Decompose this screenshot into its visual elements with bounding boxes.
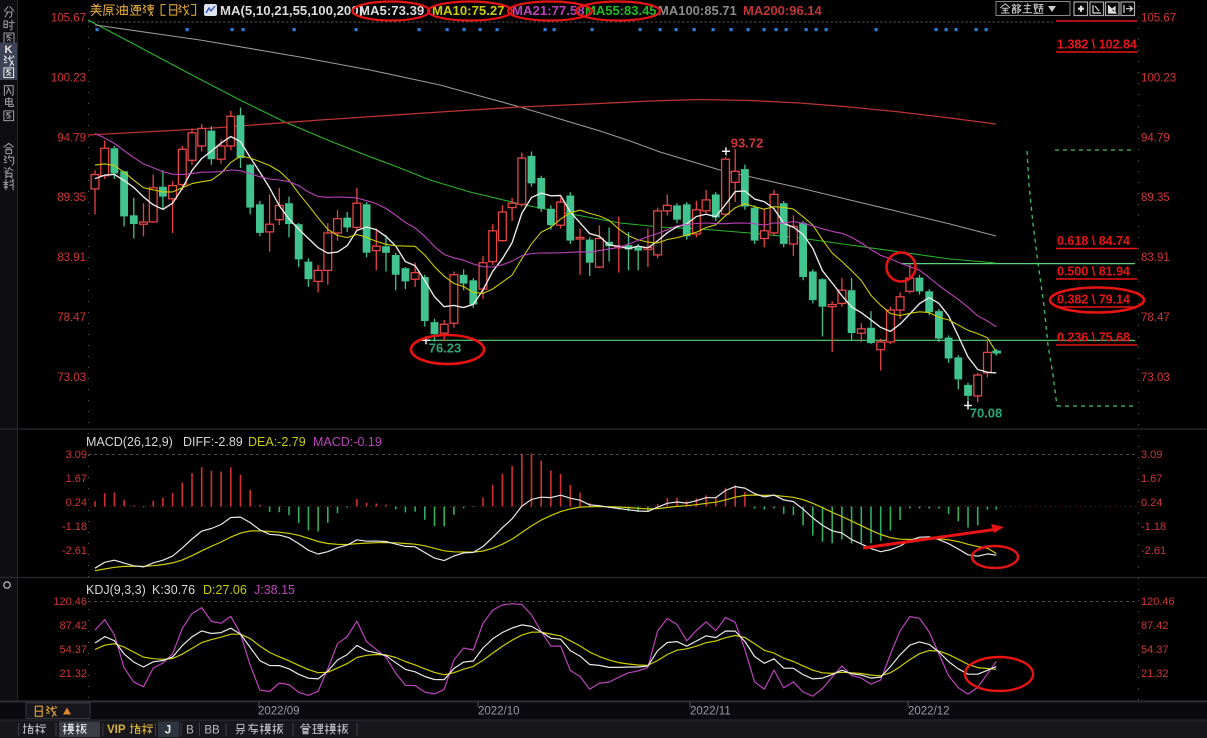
svg-text:K: K [5, 44, 13, 56]
svg-text:MA21:77.58: MA21:77.58 [512, 3, 585, 18]
svg-text:0.24: 0.24 [66, 497, 87, 509]
svg-text:94.79: 94.79 [57, 132, 86, 144]
svg-text:2022/12: 2022/12 [908, 706, 950, 718]
svg-text:73.03: 73.03 [57, 372, 86, 384]
svg-text:MA200:96.14: MA200:96.14 [743, 3, 823, 18]
svg-text:1.382 \ 102.84: 1.382 \ 102.84 [1057, 38, 1137, 52]
svg-text:D:27.06: D:27.06 [203, 583, 247, 597]
svg-text:78.47: 78.47 [57, 312, 86, 324]
svg-text:120.46: 120.46 [53, 596, 87, 608]
svg-text:21.32: 21.32 [1141, 668, 1169, 680]
svg-text:78.47: 78.47 [1141, 312, 1170, 324]
svg-text:54.37: 54.37 [59, 644, 87, 656]
svg-text:83.91: 83.91 [57, 252, 86, 264]
svg-text:K:30.76: K:30.76 [152, 583, 195, 597]
svg-text:0.618 \ 84.74: 0.618 \ 84.74 [1057, 234, 1130, 248]
svg-text:100.23: 100.23 [51, 72, 86, 84]
svg-text:87.42: 87.42 [1141, 620, 1169, 632]
svg-text:DIFF:-2.89: DIFF:-2.89 [183, 435, 243, 449]
svg-text:3.09: 3.09 [66, 449, 87, 461]
svg-text:-2.61: -2.61 [1141, 545, 1166, 557]
svg-text:73.03: 73.03 [1141, 372, 1170, 384]
svg-text:120.46: 120.46 [1141, 596, 1175, 608]
svg-text:MA100:85.71: MA100:85.71 [658, 3, 737, 18]
svg-text:83.91: 83.91 [1141, 252, 1170, 264]
svg-text:0.236 \ 75.68: 0.236 \ 75.68 [1057, 331, 1130, 345]
svg-text:21.32: 21.32 [59, 668, 87, 680]
svg-text:BB: BB [204, 725, 220, 737]
svg-text:0.24: 0.24 [1141, 497, 1162, 509]
svg-text:MA55:83.45: MA55:83.45 [585, 3, 657, 18]
svg-text:2022/10: 2022/10 [478, 706, 520, 718]
svg-text:KDJ(9,3,3): KDJ(9,3,3) [86, 583, 146, 597]
svg-text:-1.18: -1.18 [62, 521, 87, 533]
svg-text:105.67: 105.67 [51, 13, 86, 25]
svg-text:105.67: 105.67 [1141, 13, 1176, 25]
svg-text:0.500 \ 81.94: 0.500 \ 81.94 [1057, 265, 1130, 279]
svg-text:1.67: 1.67 [66, 473, 87, 485]
svg-text:54.37: 54.37 [1141, 644, 1169, 656]
svg-text:-2.61: -2.61 [62, 545, 87, 557]
svg-text:3.09: 3.09 [1141, 449, 1162, 461]
svg-text:MA10:75.27: MA10:75.27 [432, 3, 505, 18]
svg-text:1.67: 1.67 [1141, 473, 1162, 485]
svg-text:89.35: 89.35 [57, 192, 86, 204]
svg-text:MA5:73.39: MA5:73.39 [359, 3, 424, 18]
svg-text:0.382 \ 79.14: 0.382 \ 79.14 [1057, 293, 1130, 307]
svg-text:94.79: 94.79 [1141, 132, 1170, 144]
svg-text:J:38.15: J:38.15 [254, 583, 295, 597]
svg-text:B: B [186, 725, 194, 737]
svg-text:2022/09: 2022/09 [258, 706, 300, 718]
svg-text:89.35: 89.35 [1141, 192, 1170, 204]
svg-text:76.23: 76.23 [429, 341, 462, 356]
svg-text:MACD:-0.19: MACD:-0.19 [313, 435, 382, 449]
svg-text:MA(5,10,21,55,100,200): MA(5,10,21,55,100,200) [220, 3, 363, 18]
svg-text:87.42: 87.42 [59, 620, 87, 632]
svg-text:J: J [165, 725, 171, 737]
svg-text:DEA:-2.79: DEA:-2.79 [248, 435, 306, 449]
svg-text:-1.18: -1.18 [1141, 521, 1166, 533]
svg-text:VIP: VIP [107, 724, 126, 736]
svg-text:93.72: 93.72 [731, 136, 764, 151]
svg-text:2022/11: 2022/11 [690, 706, 731, 718]
svg-text:MACD(26,12,9): MACD(26,12,9) [86, 435, 173, 449]
svg-text:70.08: 70.08 [970, 406, 1003, 421]
svg-text:100.23: 100.23 [1141, 72, 1176, 84]
